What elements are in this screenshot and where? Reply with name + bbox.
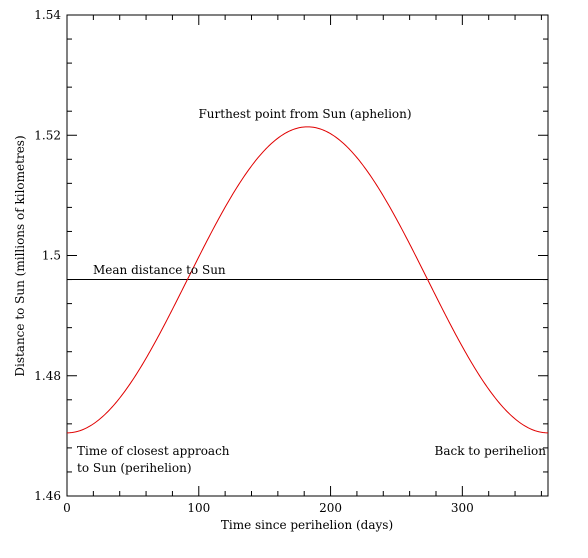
annotation-mean: Mean distance to Sun <box>93 263 226 277</box>
y-tick-label: 1.46 <box>34 489 61 503</box>
y-axis-label: Distance to Sun (millions of kilometres) <box>13 135 27 376</box>
x-tick-label: 0 <box>63 501 71 515</box>
x-axis-label: Time since perihelion (days) <box>221 518 393 532</box>
x-tick-label: 200 <box>319 501 342 515</box>
annotation-aphelion: Furthest point from Sun (aphelion) <box>198 107 411 121</box>
annotation-back: Back to perihelion <box>435 444 547 458</box>
distance-series-line <box>66 126 549 434</box>
x-tick-label: 100 <box>187 501 210 515</box>
tick-labels: 0 100 200 300 1.46 1.48 1.5 1.52 1.54 <box>34 8 474 515</box>
y-tick-label: 1.54 <box>34 8 61 22</box>
plot-frame <box>66 14 549 497</box>
y-tick-label: 1.48 <box>34 369 61 383</box>
annotation-perihelion-line2: to Sun (perihelion) <box>77 461 192 475</box>
y-tick-label: 1.52 <box>34 128 61 142</box>
tick-marks <box>66 14 548 497</box>
x-tick-label: 300 <box>451 501 474 515</box>
annotation-perihelion-line1: Time of closest approach <box>77 444 230 458</box>
y-tick-label: 1.5 <box>42 249 61 263</box>
